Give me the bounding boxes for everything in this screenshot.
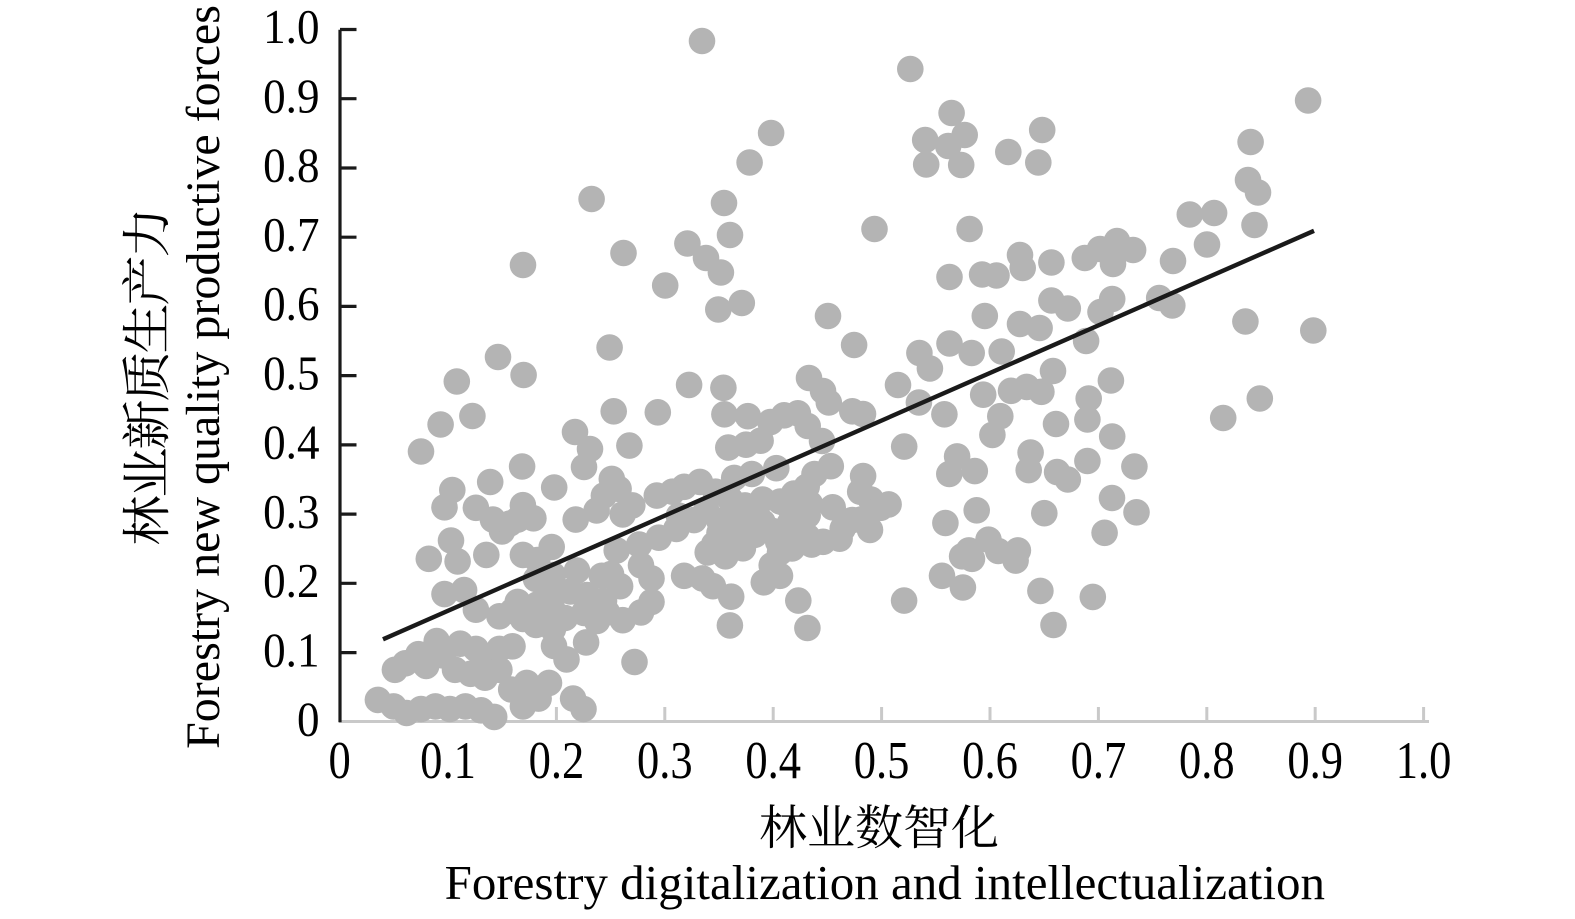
svg-text:0.7: 0.7 bbox=[263, 208, 319, 262]
svg-text:1.0: 1.0 bbox=[1396, 730, 1452, 790]
svg-text:0.9: 0.9 bbox=[1287, 730, 1343, 790]
svg-text:0.5: 0.5 bbox=[263, 347, 319, 401]
svg-text:Forestry digitalization and in: Forestry digitalization and intellectual… bbox=[445, 855, 1325, 910]
svg-text:0: 0 bbox=[297, 693, 320, 747]
svg-text:0.9: 0.9 bbox=[263, 70, 319, 124]
svg-text:0.1: 0.1 bbox=[420, 730, 476, 790]
svg-text:0.6: 0.6 bbox=[263, 277, 319, 331]
svg-text:0.4: 0.4 bbox=[263, 416, 319, 470]
svg-text:0.4: 0.4 bbox=[745, 730, 801, 790]
svg-text:0.3: 0.3 bbox=[637, 730, 693, 790]
svg-text:Forestry new quality productiv: Forestry new quality productive forces bbox=[177, 5, 230, 749]
svg-text:0.2: 0.2 bbox=[529, 730, 585, 790]
svg-text:0.1: 0.1 bbox=[263, 624, 319, 678]
svg-text:0.2: 0.2 bbox=[263, 554, 319, 608]
svg-text:0.8: 0.8 bbox=[263, 139, 319, 193]
svg-text:0.6: 0.6 bbox=[962, 730, 1018, 790]
svg-text:0.5: 0.5 bbox=[854, 730, 910, 790]
svg-text:0.7: 0.7 bbox=[1071, 730, 1127, 790]
svg-text:0.3: 0.3 bbox=[263, 485, 319, 539]
svg-text:0: 0 bbox=[328, 730, 350, 790]
svg-text:1.0: 1.0 bbox=[263, 1, 319, 55]
svg-text:0.8: 0.8 bbox=[1179, 730, 1235, 790]
